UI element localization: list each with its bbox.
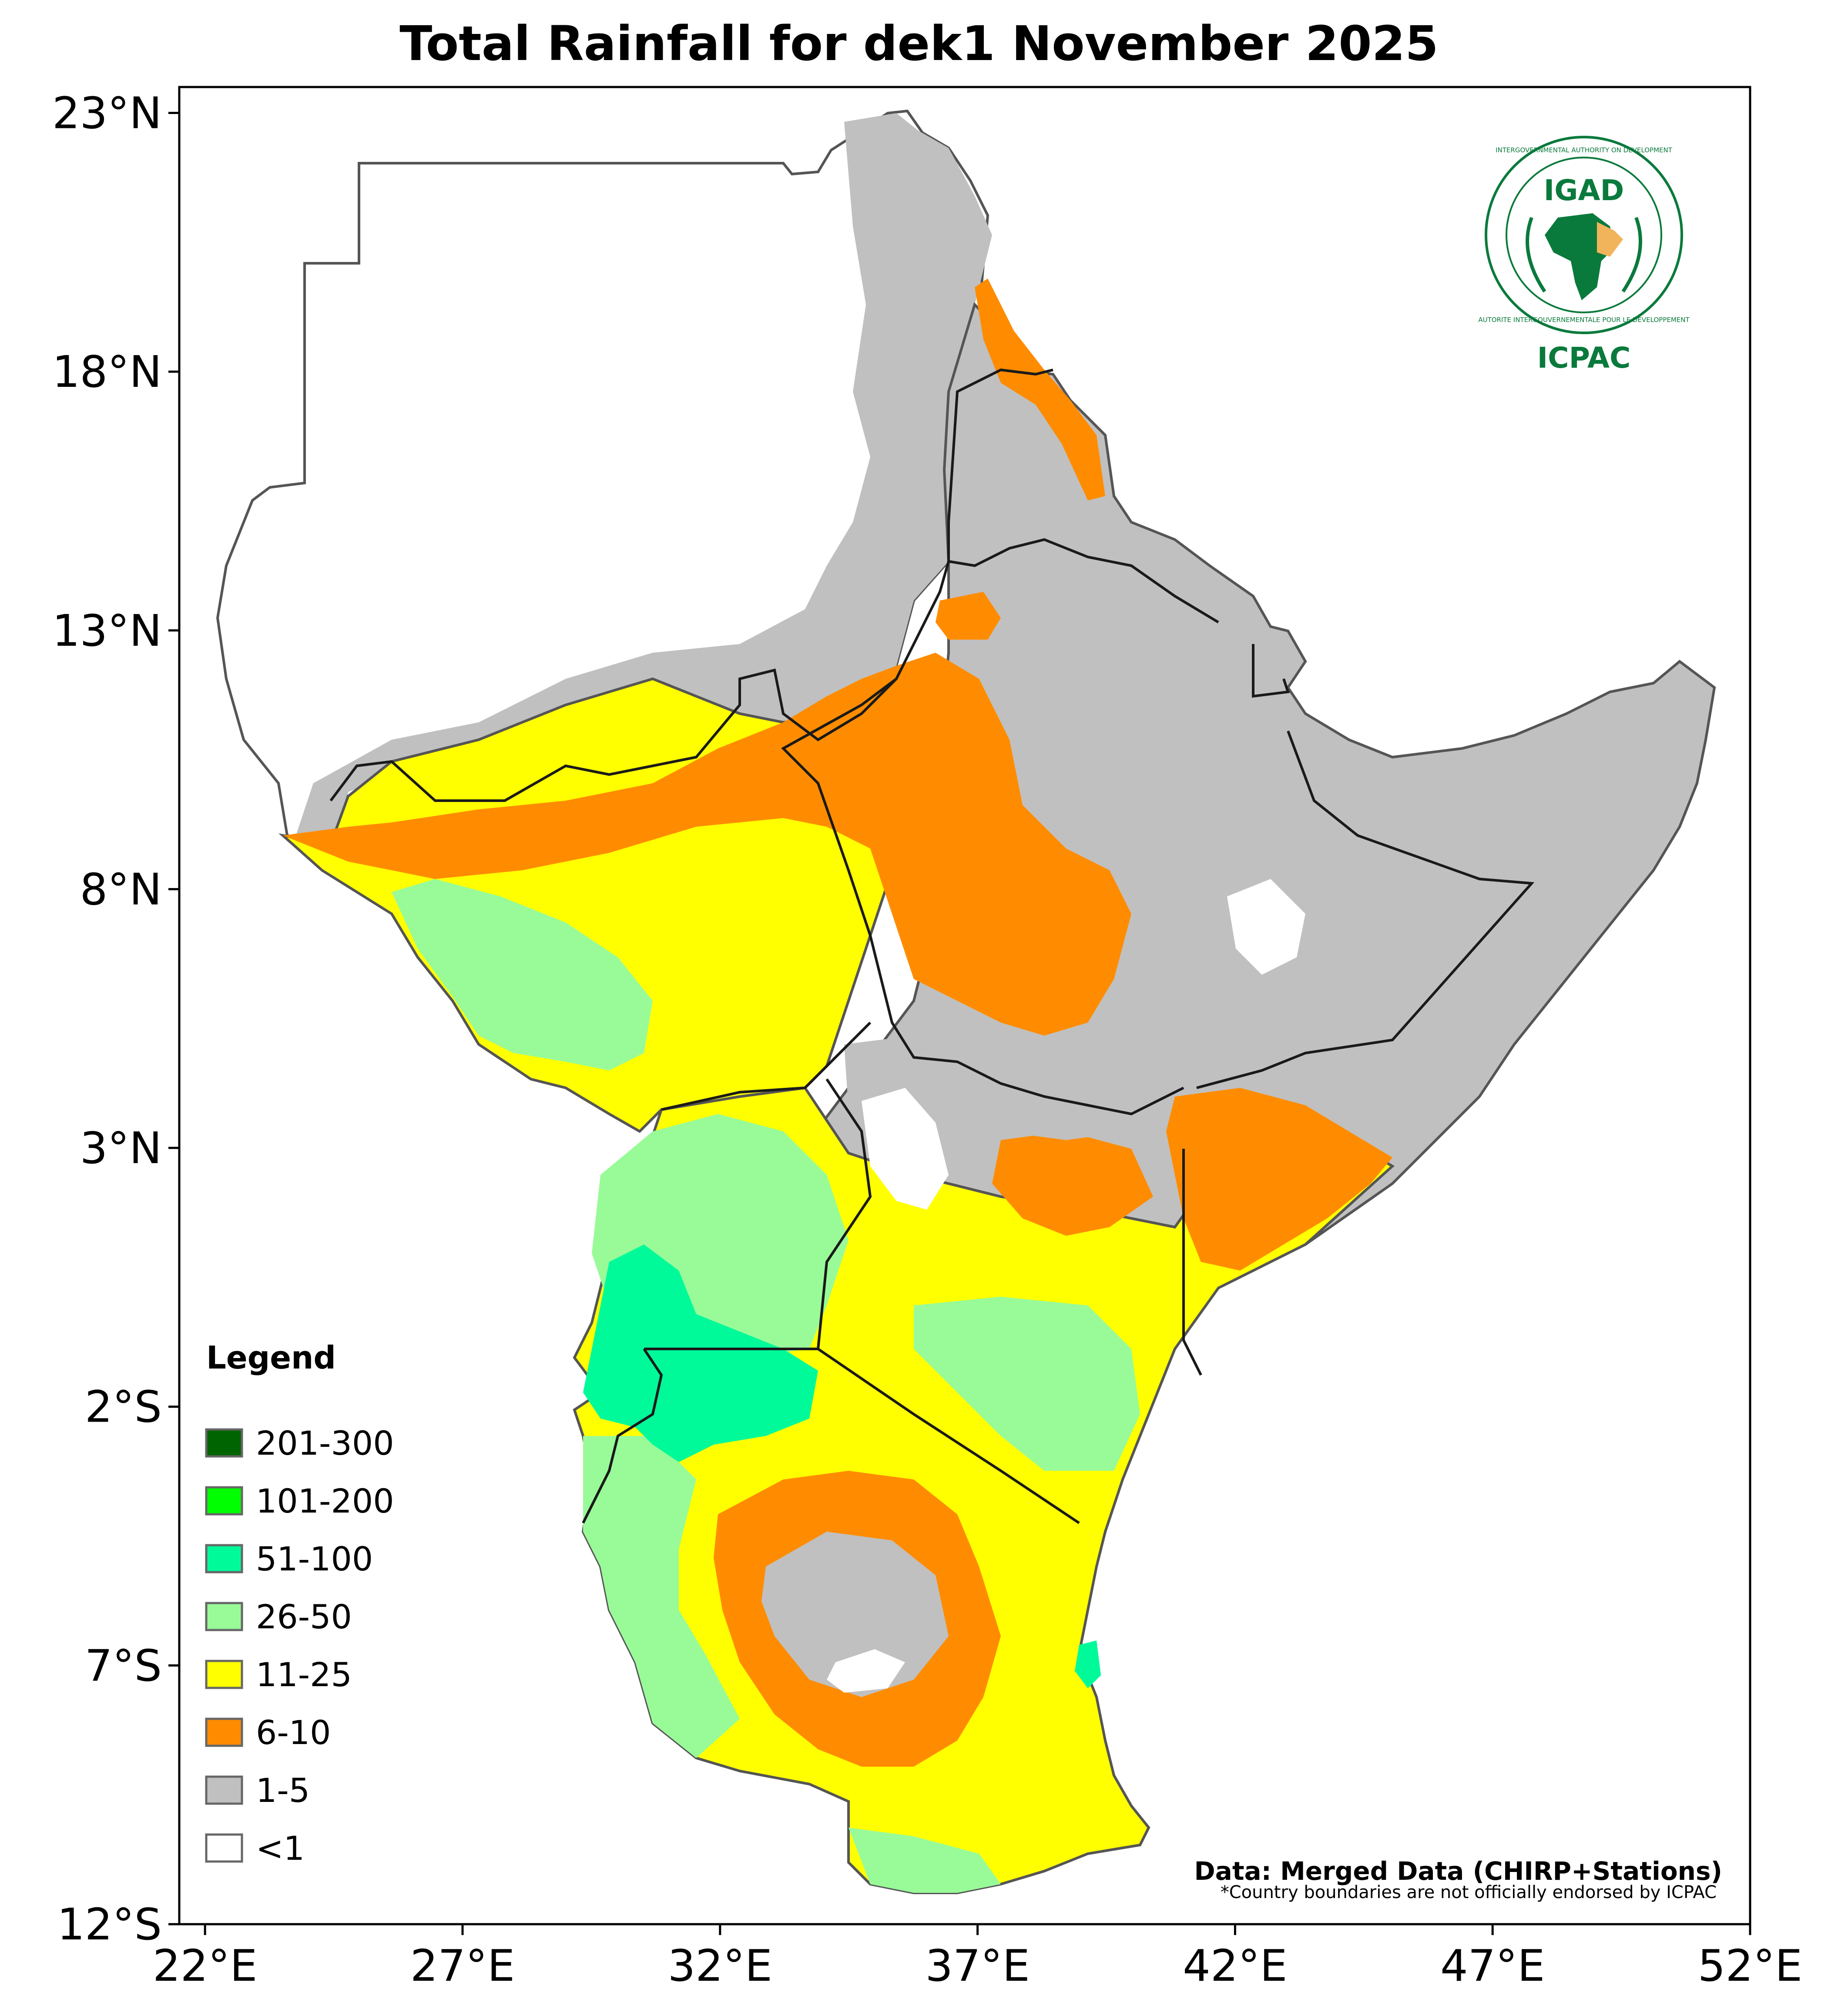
legend-swatch — [205, 1833, 243, 1863]
legend-swatch — [205, 1602, 243, 1631]
region-orange-kenya-mid — [992, 1131, 1153, 1236]
boundary-ethiopia-djibouti — [1252, 644, 1290, 698]
rainfall-field — [216, 109, 1716, 1894]
region-white-tz — [827, 1649, 905, 1693]
boundary-rwanda-burundi — [582, 1348, 663, 1524]
x-tick-label: 42°E — [1183, 1940, 1287, 1991]
legend-label: 1-5 — [256, 1771, 310, 1810]
horn-highlight-icon — [1597, 222, 1623, 257]
region-white-somalia — [1227, 879, 1305, 975]
logo-acronym: IGAD — [1544, 174, 1624, 207]
y-tick-label: 18°N — [52, 346, 162, 397]
y-tick-label: 7°S — [85, 1640, 162, 1691]
x-tick-label: 37°E — [925, 1940, 1030, 1991]
x-tick-label: 52°E — [1698, 1940, 1802, 1991]
region-lightgreen-ssw — [392, 879, 653, 1070]
boundary-ssudan-ethiopia — [781, 678, 1184, 1116]
x-tick-label: 22°E — [153, 1940, 257, 1991]
boundary-kenya-tz — [817, 1348, 1080, 1524]
region-green-tzcoast — [1075, 1640, 1101, 1688]
y-tick-label: 2°S — [85, 1382, 162, 1432]
y-tick-label: 12°S — [57, 1899, 162, 1950]
boundary-sudan-ssudan — [329, 538, 1219, 802]
y-tick-label: 23°N — [52, 87, 162, 138]
y-tick-label: 8°N — [80, 864, 162, 915]
y-axis: 23°N 18°N 13°N 8°N 3°N 2°S 7°S 12°S — [52, 87, 179, 1950]
legend-label: 201-300 — [256, 1424, 394, 1463]
region-green-lakes — [583, 1244, 818, 1462]
region-grey-sudan — [296, 113, 992, 844]
legend-label: 26-50 — [256, 1597, 352, 1636]
legend-items: 201-300 101-200 51-100 26-50 11-25 6-10 1-5 <1 — [205, 1424, 394, 1868]
igad-icpac-logo: IGAD INTERGOVERNMENTAL AUTHORITY ON DEVE… — [1478, 136, 1690, 375]
region-orange-ethiopia-west — [870, 653, 1131, 1036]
boundary-kenya-somalia — [1182, 1149, 1202, 1376]
boundary-disclaimer: *Country boundaries are not officially e… — [1221, 1882, 1717, 1902]
laurel-right-icon — [1621, 217, 1642, 293]
x-tick-label: 47°E — [1440, 1940, 1545, 1991]
region-lightgreen-tz-west — [583, 1436, 740, 1758]
legend-swatch — [205, 1428, 243, 1458]
boundary-ethiopia-eritrea — [947, 368, 1053, 561]
logo-ring-bottom-text: AUTORITE INTERGOUVERNEMENTALE POUR LE DE… — [1478, 316, 1690, 324]
legend-label: <1 — [256, 1829, 305, 1868]
legend: Legend 201-300 101-200 51-100 26-50 11-25 6-1… — [205, 1339, 394, 1868]
logo-ring-top-text: INTERGOVERNMENTAL AUTHORITY ON DEVELOPME… — [1496, 146, 1673, 154]
y-tick-label: 13°N — [52, 605, 162, 656]
logo-inner-ring — [1506, 157, 1662, 313]
legend-label: 11-25 — [256, 1655, 352, 1694]
region-orange-eth-north — [936, 592, 1001, 640]
laurel-left-icon — [1526, 217, 1546, 293]
legend-swatch — [205, 1775, 243, 1805]
legend-swatch — [205, 1544, 243, 1573]
x-tick-label: 32°E — [668, 1940, 772, 1991]
legend-title: Legend — [206, 1339, 336, 1376]
country-boundaries — [329, 368, 1535, 1524]
legend-swatch — [205, 1660, 243, 1689]
legend-swatch — [205, 1486, 243, 1516]
boundary-ssudan-uganda — [661, 1021, 872, 1111]
region-lightgreen-kenya — [914, 1297, 1140, 1471]
logo-center-text: ICPAC — [1537, 341, 1631, 375]
map-panel: IGAD INTERGOVERNMENTAL AUTHORITY ON DEVE… — [178, 86, 1751, 1925]
region-white-kenya — [862, 1088, 949, 1210]
figure-title: Total Rainfall for dek1 November 2025 — [399, 16, 1438, 71]
data-credit: Data: Merged Data (CHIRP+Stations) — [1194, 1856, 1722, 1886]
legend-label: 51-100 — [256, 1540, 373, 1578]
legend-swatch — [205, 1717, 243, 1747]
boundary-uganda-kenya — [817, 1078, 872, 1349]
boundary-ethiopia-somalia — [1196, 730, 1535, 1089]
legend-label: 101-200 — [256, 1482, 394, 1520]
region-grey-tz — [761, 1532, 949, 1697]
region-orange-kenya-east — [1166, 1088, 1392, 1271]
region-lightgreen-tz-south — [849, 1828, 1001, 1893]
region-orange-redsea — [975, 278, 1105, 500]
y-tick-label: 3°N — [80, 1123, 162, 1174]
x-tick-label: 27°E — [410, 1940, 515, 1991]
legend-label: 6-10 — [256, 1713, 331, 1752]
x-axis: 22°E 27°E 32°E 37°E 42°E 47°E 52°E — [153, 1924, 1802, 1991]
